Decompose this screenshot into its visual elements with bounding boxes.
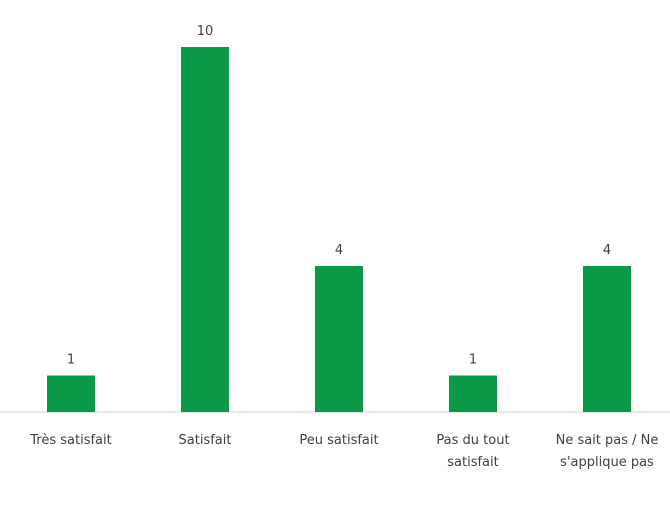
value-label: 1 xyxy=(469,353,477,368)
bar xyxy=(315,266,363,412)
bar xyxy=(181,47,229,412)
value-label: 4 xyxy=(335,243,343,258)
bar xyxy=(449,376,497,413)
x-tick-label: Peu satisfait xyxy=(275,430,403,452)
x-tick-label: Satisfait xyxy=(141,430,269,452)
bar xyxy=(47,376,95,413)
value-label: 1 xyxy=(67,353,75,368)
value-label: 4 xyxy=(603,243,611,258)
x-tick-label: Très satisfait xyxy=(7,430,135,452)
x-tick-label: Ne sait pas / Ne s'applique pas xyxy=(543,430,670,474)
value-label: 10 xyxy=(197,24,214,39)
chart-area: 1 10 4 1 4 Très satisfait Satisfait Peu satisf… xyxy=(0,0,670,508)
x-tick-label: Pas du tout satisfait xyxy=(409,430,537,474)
bar xyxy=(583,266,631,412)
